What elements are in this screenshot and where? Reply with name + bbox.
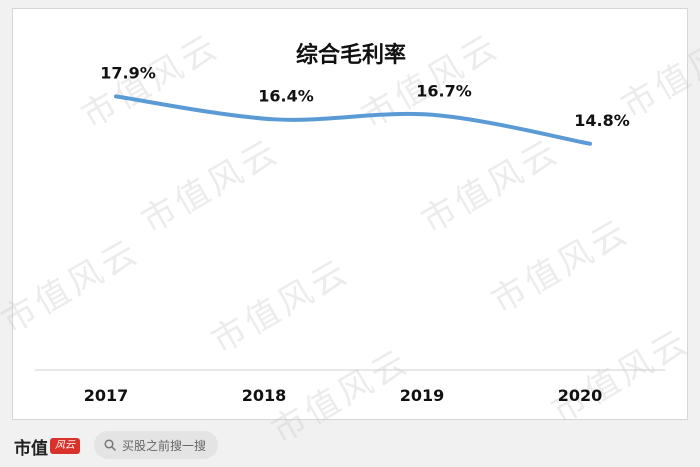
data-label: 14.8% [574, 111, 630, 130]
line-chart: 综合毛利率 17.9% 16.4% 16.7% 14.8% 2017 2018 2019 2… [35, 42, 665, 405]
brand-name: 市值 [14, 438, 48, 459]
x-tick-label: 2019 [400, 386, 445, 405]
search-input[interactable]: 买股之前搜一搜 [94, 431, 218, 459]
series-line [114, 94, 592, 146]
brand-mark: 风云 [50, 438, 80, 454]
x-tick-label: 2020 [558, 386, 603, 405]
magnifier-icon [104, 439, 116, 451]
data-label: 16.4% [258, 86, 314, 105]
data-label: 17.9% [100, 63, 156, 82]
x-tick-label: 2017 [84, 386, 129, 405]
chart-card: 市值风云 市值风云 市值风云 市值风云 市值风云 市值风云 市值风云 市值风云 … [0, 8, 700, 452]
x-tick-label: 2018 [242, 386, 287, 405]
brand-logo[interactable]: 市值 风云 [14, 435, 80, 459]
data-label: 16.7% [416, 82, 472, 101]
search-placeholder: 买股之前搜一搜 [122, 438, 207, 453]
chart-title: 综合毛利率 [296, 42, 406, 68]
footer-bar: 市值 风云 买股之前搜一搜 [0, 425, 700, 467]
